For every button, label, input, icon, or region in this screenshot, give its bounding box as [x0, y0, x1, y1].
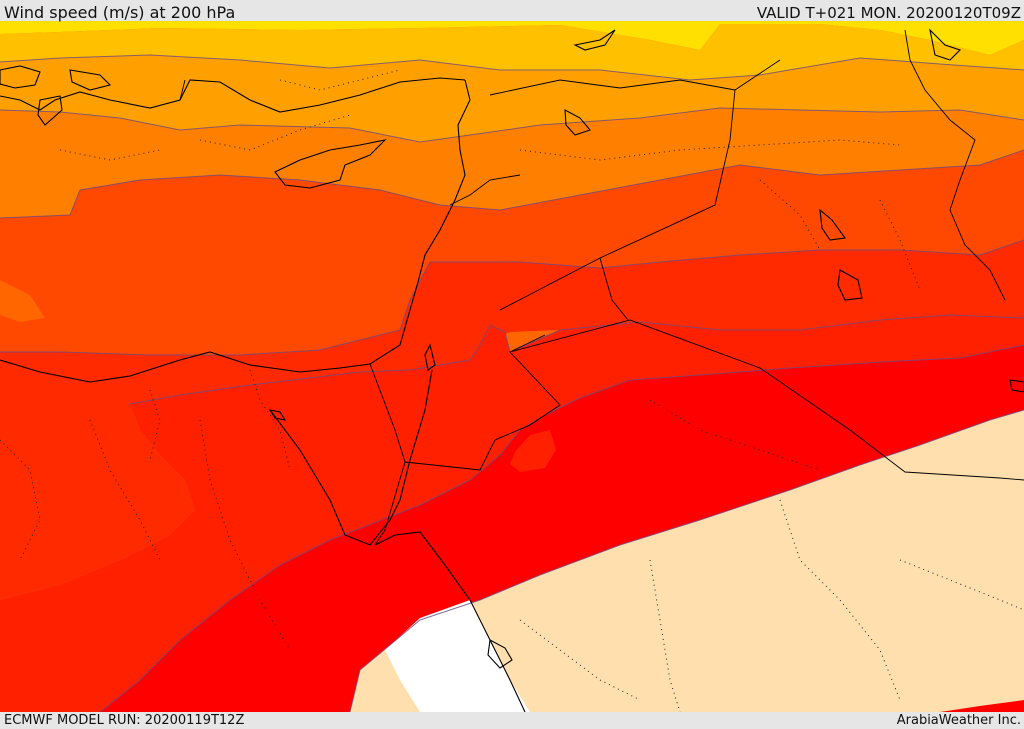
band-red: [100, 345, 1024, 712]
map-title: Wind speed (m/s) at 200 hPa: [4, 3, 236, 22]
credit-label: ArabiaWeather Inc.: [896, 713, 1021, 728]
lake-3: [564, 109, 591, 136]
band-yellow: [0, 21, 1024, 55]
map-canvas: [0, 21, 1024, 712]
band-red-dip: [510, 430, 556, 472]
band-calm-tan: [350, 410, 1024, 712]
band-dark-orange: [0, 150, 1024, 355]
band-light-orange: [0, 108, 1024, 218]
dead-sea: [424, 343, 436, 371]
band-gold: [0, 24, 1024, 80]
admin-dotted-lines: [0, 69, 1024, 712]
wind-speed-map: [0, 21, 1024, 712]
band-calm-white: [385, 600, 530, 712]
footer-bar: [0, 712, 1024, 729]
isotachs: [0, 54, 1024, 712]
country-borders: [179, 29, 1024, 546]
band-red-corner: [940, 700, 1024, 712]
model-run-label: ECMWF MODEL RUN: 20200119T12Z: [4, 713, 245, 728]
cyprus: [274, 139, 387, 189]
coastlines: [0, 28, 1024, 712]
valid-time: VALID T+021 MON. 20200120T09Z: [756, 4, 1021, 22]
header-bar: [0, 0, 1024, 21]
band-deep-red-orange: [0, 315, 1024, 712]
lake-1: [819, 208, 846, 241]
lake-2: [837, 269, 863, 301]
band-orange-blob: [0, 280, 45, 322]
band-amber: [0, 55, 1024, 142]
